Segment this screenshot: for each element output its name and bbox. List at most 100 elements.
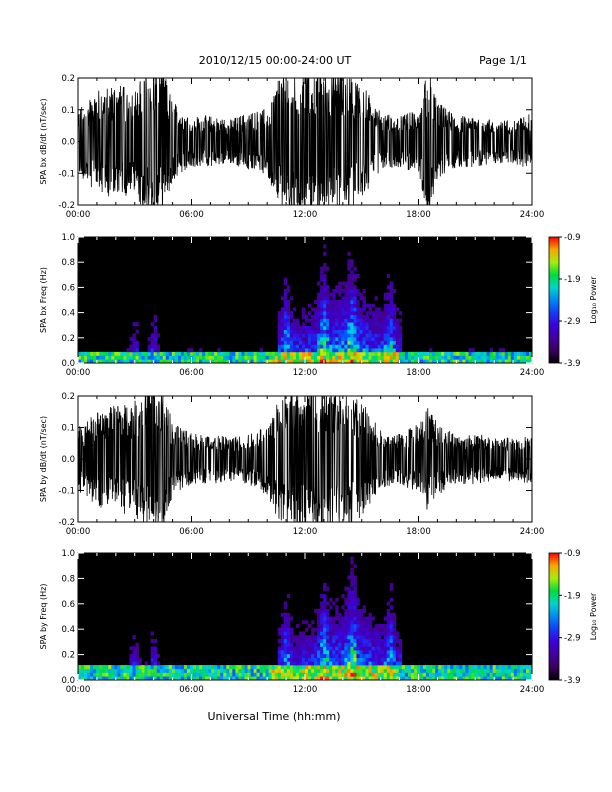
heatmap-cell <box>395 676 400 681</box>
heatmap-cell <box>338 661 342 666</box>
heatmap-cell <box>377 657 381 662</box>
heatmap-cell <box>471 668 475 673</box>
heatmap-cell <box>286 631 291 636</box>
heatmap-cell <box>165 676 170 681</box>
heatmap-cell <box>371 657 375 662</box>
heatmap-cell <box>229 676 233 681</box>
heatmap-cell <box>338 638 342 643</box>
heatmap-cell <box>99 668 103 673</box>
heatmap-cell <box>389 303 394 308</box>
heatmap-cell <box>220 355 224 360</box>
heatmap-cell <box>277 340 282 345</box>
heatmap-cell <box>123 355 127 360</box>
heatmap-cell <box>286 314 291 319</box>
heatmap-cell <box>368 631 372 636</box>
heatmap-cell <box>377 344 381 349</box>
heatmap-cell <box>329 635 333 640</box>
heatmap-cell <box>277 344 282 349</box>
heatmap-cell <box>368 325 372 330</box>
heatmap-cell <box>326 627 330 632</box>
heatmap-cell <box>250 668 254 673</box>
heatmap-cell <box>90 355 94 360</box>
heatmap-cell <box>277 337 282 342</box>
heatmap-cell <box>323 638 327 643</box>
heatmap-cell <box>289 668 294 673</box>
heatmap-cell <box>214 668 218 673</box>
heatmap-cell <box>253 665 257 670</box>
heatmap-cell <box>435 668 439 673</box>
colorbar-tick-label-3-3: -3.9 <box>564 676 581 686</box>
heatmap-cell <box>99 351 103 356</box>
heatmap-cell <box>362 340 366 345</box>
heatmap-cell <box>386 653 391 658</box>
heatmap-cell <box>365 344 369 349</box>
heatmap-cell <box>522 665 527 670</box>
heatmap-cell <box>311 344 315 349</box>
heatmap-cell <box>135 665 139 670</box>
heatmap-cell <box>344 601 348 606</box>
heatmap-cell <box>392 653 397 658</box>
heatmap-cell <box>132 333 136 338</box>
heatmap-cell <box>335 329 339 334</box>
heatmap-cell <box>335 300 339 305</box>
heatmap-cell <box>102 351 106 356</box>
heatmap-cell <box>359 668 363 673</box>
heatmap-cell <box>320 635 324 640</box>
heatmap-cell <box>308 668 312 673</box>
heatmap-cell <box>429 672 433 677</box>
heatmap-cell <box>347 285 351 290</box>
heatmap-cell <box>389 623 394 629</box>
heatmap-cell <box>453 676 457 681</box>
heatmap-cell <box>84 665 88 670</box>
heatmap-cell <box>286 318 291 323</box>
heatmap-cell <box>332 329 336 334</box>
heatmap-cell <box>332 631 336 636</box>
heatmap-cell <box>429 665 433 670</box>
heatmap-cell <box>132 661 136 666</box>
heatmap-cell <box>314 348 318 353</box>
heatmap-cell <box>141 351 145 356</box>
heatmap-cell <box>156 653 161 658</box>
heatmap-cell <box>135 348 139 353</box>
heatmap-cell <box>135 646 139 651</box>
heatmap-cell <box>135 329 139 334</box>
heatmap-cell <box>338 665 342 670</box>
colorbar-tick-label-3-2: -2.9 <box>564 634 581 644</box>
heatmap-cell <box>241 676 245 681</box>
heatmap-cell <box>392 288 397 293</box>
heatmap-cell <box>298 337 303 342</box>
heatmap-cell <box>341 281 345 286</box>
heatmap-cell <box>244 676 248 681</box>
heatmap-cell <box>301 329 306 334</box>
heatmap-cell <box>283 329 288 334</box>
x-tick-label-0-2: 12:00 <box>293 210 318 220</box>
heatmap-cell <box>365 337 369 342</box>
heatmap-cell <box>389 672 394 677</box>
heatmap-cell <box>289 638 294 643</box>
heatmap-cell <box>329 307 333 312</box>
heatmap-cell <box>268 351 273 356</box>
heatmap-cell <box>335 623 339 629</box>
heatmap-cell <box>317 620 321 625</box>
heatmap-cell <box>420 676 424 681</box>
heatmap-cell <box>259 351 263 356</box>
heatmap-cell <box>326 631 330 636</box>
x-tick-label-2-2: 12:00 <box>293 527 318 537</box>
heatmap-cell <box>398 676 403 681</box>
heatmap-cell <box>516 359 521 364</box>
heatmap-cell <box>138 661 142 666</box>
heatmap-cell <box>180 665 185 670</box>
heatmap-cell <box>323 329 327 334</box>
heatmap-cell <box>377 348 381 353</box>
heatmap-cell <box>344 642 348 647</box>
heatmap-cell <box>308 650 312 655</box>
heatmap-cell <box>459 676 463 681</box>
heatmap-cell <box>513 359 518 364</box>
heatmap-cell <box>311 351 315 356</box>
heatmap-cell <box>347 274 351 279</box>
heatmap-cell <box>492 351 496 356</box>
heatmap-cell <box>368 616 372 621</box>
heatmap-cell <box>380 311 384 316</box>
heatmap-cell <box>486 668 490 673</box>
heatmap-cell <box>353 609 357 614</box>
